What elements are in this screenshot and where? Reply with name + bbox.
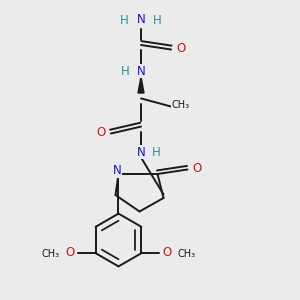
Text: O: O [162,245,172,259]
Text: N: N [113,164,122,178]
Text: CH₃: CH₃ [41,249,60,260]
Text: N: N [136,146,146,159]
Text: N: N [136,65,146,78]
Text: O: O [65,245,75,259]
Text: O: O [193,162,202,175]
Text: CH₃: CH₃ [172,100,190,110]
Text: O: O [176,42,185,55]
Text: H: H [153,14,162,28]
Text: H: H [120,14,129,28]
Polygon shape [138,77,144,93]
Text: CH₃: CH₃ [177,249,196,260]
Text: H: H [121,65,130,78]
Text: O: O [97,126,106,139]
Text: N: N [136,13,146,26]
Text: H: H [152,146,161,159]
